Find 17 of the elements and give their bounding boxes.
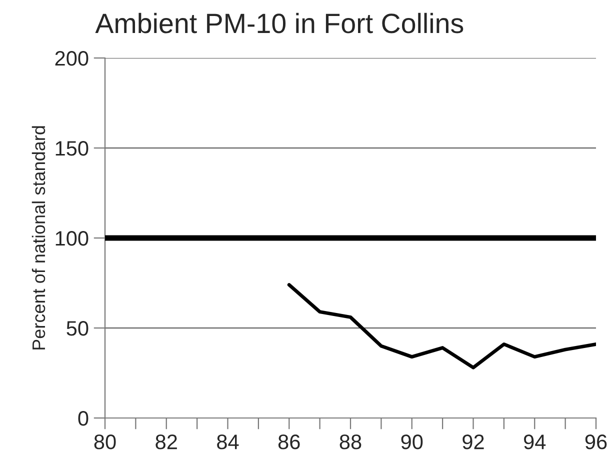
y-tick-label: 0 <box>78 411 88 426</box>
x-tick-label: 84 <box>217 434 239 450</box>
x-tick-label: 88 <box>340 434 362 450</box>
x-tick-label: 86 <box>278 434 300 450</box>
x-tick-label: 80 <box>94 434 116 450</box>
line-series <box>287 283 596 370</box>
x-tick-label: 94 <box>524 434 546 450</box>
y-tick-label: 100 <box>56 231 88 246</box>
chart-title: Ambient PM-10 in Fort Collins <box>95 12 464 34</box>
y-axis-title: Percent of national standard <box>32 126 46 350</box>
x-tick-label: 92 <box>462 434 484 450</box>
y-tick-label: 150 <box>56 141 88 156</box>
x-tick-label: 82 <box>156 434 177 450</box>
x-tick-label: 96 <box>585 434 607 450</box>
y-tick-label: 50 <box>66 321 88 336</box>
y-tick-label: 200 <box>55 51 88 66</box>
x-tick-label: 90 <box>401 434 423 450</box>
